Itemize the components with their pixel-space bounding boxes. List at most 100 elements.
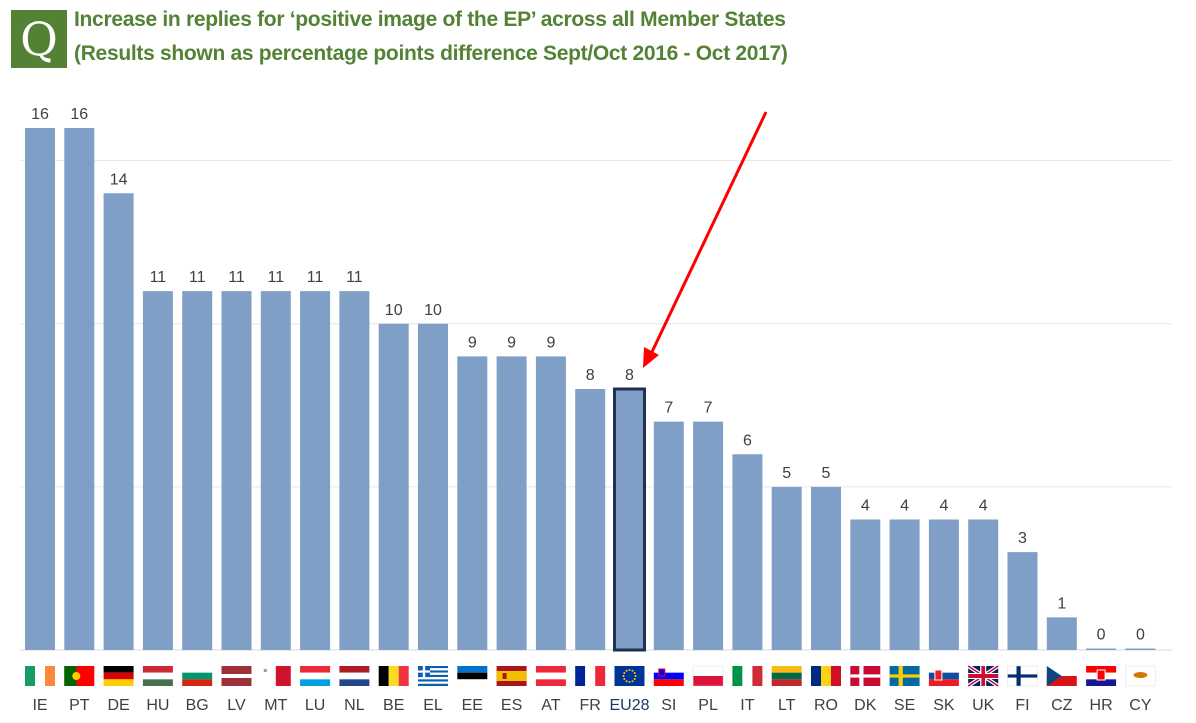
- value-label: 11: [307, 269, 324, 286]
- category-label: FI: [1015, 697, 1029, 714]
- si-flag-icon: [653, 666, 684, 686]
- bar: [1046, 617, 1077, 650]
- hu-flag-icon: [142, 666, 173, 686]
- value-label: 11: [267, 269, 284, 286]
- category-label: SE: [894, 697, 915, 714]
- be-flag-icon: [378, 666, 409, 686]
- category-label: BG: [186, 697, 209, 714]
- value-label: 11: [150, 269, 167, 286]
- bar: [339, 291, 370, 650]
- value-label: 14: [110, 171, 128, 188]
- category-label: SK: [933, 697, 955, 714]
- category-label: EE: [462, 697, 483, 714]
- bar: [1007, 552, 1038, 650]
- category-label: ES: [501, 697, 522, 714]
- bar: [64, 128, 95, 650]
- value-label: 5: [782, 465, 791, 482]
- value-label: 5: [822, 465, 831, 482]
- value-label: 1: [1057, 595, 1066, 612]
- se-flag-icon: [889, 666, 920, 686]
- bar: [378, 323, 409, 650]
- bar: [496, 356, 527, 650]
- ro-flag-icon: [811, 666, 841, 686]
- lv-flag-icon: [221, 666, 252, 686]
- bar: [1086, 648, 1117, 650]
- it-flag-icon: [732, 666, 763, 686]
- value-label: 4: [861, 498, 870, 515]
- category-label: IT: [740, 697, 754, 714]
- bar: [1125, 648, 1156, 650]
- bar: [25, 128, 55, 650]
- value-label: 11: [189, 269, 206, 286]
- bar: [182, 291, 213, 650]
- bar: [221, 291, 252, 650]
- category-label: HR: [1090, 697, 1113, 714]
- fr-flag-icon: [575, 666, 606, 686]
- value-label: 7: [664, 400, 673, 417]
- bar: [142, 291, 173, 650]
- category-label: PL: [698, 697, 718, 714]
- category-label: FR: [580, 697, 601, 714]
- category-label: NL: [344, 697, 365, 714]
- category-label: BE: [383, 697, 404, 714]
- category-label: PT: [69, 697, 90, 714]
- value-label: 8: [625, 367, 634, 384]
- category-label: SI: [661, 697, 676, 714]
- bar: [418, 323, 448, 650]
- bar: [300, 291, 331, 650]
- nl-flag-icon: [339, 666, 370, 686]
- bar: [889, 519, 920, 650]
- bar: [693, 421, 724, 650]
- value-label: 8: [586, 367, 595, 384]
- de-flag-icon: [103, 666, 134, 686]
- eu-flag-icon: [614, 666, 645, 686]
- sk-flag-icon: [928, 666, 959, 686]
- bar: [928, 519, 959, 650]
- category-label: LU: [305, 697, 325, 714]
- value-label: 4: [939, 498, 948, 515]
- category-label: HU: [146, 697, 169, 714]
- value-label: 0: [1136, 627, 1145, 644]
- value-label: 9: [468, 334, 477, 351]
- value-label: 9: [546, 334, 555, 351]
- bar: [732, 454, 763, 650]
- value-label: 10: [424, 302, 442, 319]
- value-label: 4: [979, 498, 988, 515]
- category-label: EU28: [609, 697, 649, 714]
- bar: [968, 519, 999, 650]
- value-label: 6: [743, 432, 752, 449]
- mt-flag-icon: [260, 666, 291, 686]
- ie-flag-icon: [25, 666, 55, 686]
- at-flag-icon: [535, 666, 566, 686]
- lu-flag-icon: [300, 666, 331, 686]
- value-label: 4: [900, 498, 909, 515]
- ee-flag-icon: [457, 666, 488, 686]
- cy-flag-icon: [1125, 665, 1156, 687]
- value-label: 3: [1018, 530, 1027, 547]
- bar: [260, 291, 291, 650]
- dk-flag-icon: [850, 666, 881, 686]
- value-label: 16: [70, 106, 88, 123]
- category-label: LT: [778, 697, 796, 714]
- el-flag-icon: [418, 666, 448, 686]
- category-label: CZ: [1051, 697, 1073, 714]
- value-label: 16: [31, 106, 49, 123]
- bar: [811, 486, 841, 650]
- category-label: UK: [972, 697, 995, 714]
- fi-flag-icon: [1007, 665, 1038, 687]
- chart-title: Increase in replies for ‘positive image …: [74, 8, 786, 31]
- uk-flag-icon: [967, 664, 1000, 688]
- value-label: 11: [346, 269, 363, 286]
- arrow-icon: [643, 111, 768, 368]
- category-label: MT: [264, 697, 287, 714]
- category-label: CY: [1129, 697, 1152, 714]
- es-flag-icon: [496, 666, 527, 686]
- bar: [653, 421, 684, 650]
- value-label: 11: [228, 269, 245, 286]
- pl-flag-icon: [692, 665, 724, 687]
- bar: [575, 389, 606, 650]
- bar-eu28: [613, 387, 646, 652]
- value-label: 9: [507, 334, 516, 351]
- category-label: IE: [32, 697, 47, 714]
